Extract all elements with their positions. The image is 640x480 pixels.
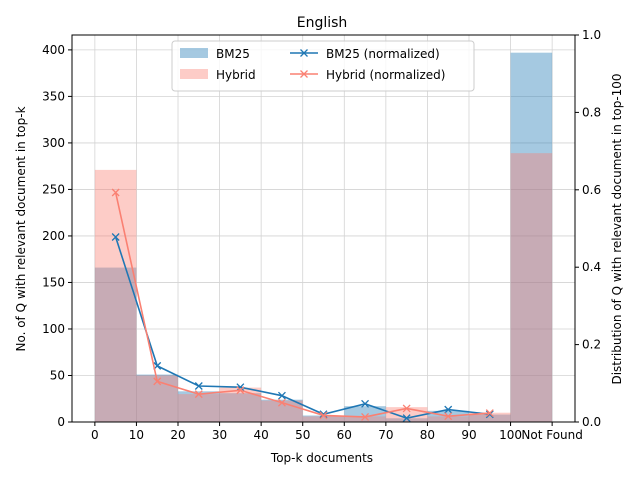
y2-tick-label: 0.2 <box>582 338 601 352</box>
bar-hybrid <box>510 153 553 422</box>
point-hybrid-normalized <box>444 412 453 421</box>
bar-hybrid <box>302 416 345 422</box>
bar-hybrid <box>219 387 262 422</box>
x-tick-label: 70 <box>378 428 393 442</box>
legend-label-bm25-normalized: BM25 (normalized) <box>326 47 440 61</box>
point-bm25-normalized <box>111 233 120 241</box>
x-axis-label: Top-k documents <box>270 451 373 465</box>
bar-bm25 <box>385 418 428 422</box>
y2-tick-label: 0.0 <box>582 415 601 429</box>
grid <box>72 35 575 423</box>
bar-hybrid <box>427 416 469 422</box>
x-tick-label: Not Found <box>521 428 582 442</box>
point-bm25-normalized <box>485 410 494 419</box>
point-bm25-normalized <box>319 410 328 419</box>
y2-axis-label: Distribution of Q with relevant document… <box>610 73 624 384</box>
bar-bm25 <box>344 406 386 422</box>
bar-bm25 <box>136 374 179 422</box>
point-bm25-normalized <box>444 405 453 414</box>
bar-bm25 <box>94 267 137 422</box>
point-bm25-normalized <box>194 382 203 390</box>
x-tick-label: 30 <box>212 428 227 442</box>
point-bm25-normalized <box>361 399 370 408</box>
point-hybrid-normalized <box>319 411 328 420</box>
y-tick-label: 250 <box>42 182 65 196</box>
y-tick-label: 150 <box>42 275 65 289</box>
point-hybrid-normalized <box>194 390 203 399</box>
x-axis: 0 10 20 30 40 50 60 70 80 90 100 Not Found <box>91 422 583 442</box>
bar-bm25 <box>302 415 345 422</box>
point-hybrid-normalized <box>153 377 162 386</box>
bar-bm25 <box>178 391 220 422</box>
legend: BM25 Hybrid BM25 (normalized) Hybrid (norma… <box>171 40 475 92</box>
x-tick-label: 60 <box>337 428 352 442</box>
y-tick-label: 200 <box>42 229 65 243</box>
y2-tick-label: 1.0 <box>582 28 601 42</box>
bar-bm25 <box>219 393 262 422</box>
y2-tick-label: 0.6 <box>582 183 601 197</box>
x-tick-label: 40 <box>254 428 269 442</box>
point-hybrid-normalized <box>236 386 245 395</box>
point-hybrid-normalized <box>402 404 411 413</box>
y2-tick-label: 0.8 <box>582 105 601 119</box>
legend-swatch-bm25 <box>180 48 208 58</box>
legend-label-bm25: BM25 <box>216 47 250 61</box>
bar-hybrid <box>94 169 137 422</box>
line-hybrid-normalized <box>114 192 490 418</box>
x-tick-label: 10 <box>129 428 144 442</box>
legend-label-hybrid: Hybrid <box>216 68 256 82</box>
x-tick-label: 100 <box>499 428 522 442</box>
plot-frame <box>71 34 576 423</box>
y-tick-label: 400 <box>42 43 65 57</box>
point-bm25-normalized <box>277 391 286 400</box>
y-tick-label: 100 <box>42 322 65 336</box>
bar-bm25 <box>510 52 553 423</box>
legend-swatch-hybrid <box>180 69 208 79</box>
bar-hybrid <box>136 375 179 422</box>
y-axis-right: 0.0 0.2 0.4 0.6 0.8 1.0 <box>575 28 601 429</box>
bars <box>94 52 553 423</box>
bar-bm25 <box>468 414 511 422</box>
x-tick-label: 0 <box>91 428 99 442</box>
bar-hybrid <box>468 412 511 422</box>
y-tick-label: 50 <box>50 368 65 382</box>
y-tick-label: 350 <box>42 89 65 103</box>
lines <box>111 188 494 423</box>
y-axis-left: 0 50 100 150 200 250 300 350 400 <box>42 43 72 429</box>
point-hybrid-normalized <box>111 188 120 197</box>
y-tick-label: 0 <box>57 415 65 429</box>
point-bm25-normalized <box>236 383 245 392</box>
legend-box <box>171 40 475 92</box>
bar-hybrid <box>261 400 303 422</box>
line-bm25-normalized <box>114 236 490 419</box>
point-hybrid-normalized <box>361 413 370 421</box>
point-hybrid-normalized <box>277 398 286 407</box>
legend-marker-bm25-normalized <box>300 49 308 57</box>
y-axis-label: No. of Q with relevant document in top-k <box>14 106 28 351</box>
point-bm25-normalized <box>402 414 411 423</box>
y-tick-label: 300 <box>42 136 65 150</box>
bar-hybrid <box>178 394 220 422</box>
x-tick-label: 80 <box>420 428 435 442</box>
point-hybrid-normalized <box>485 409 494 418</box>
x-tick-label: 20 <box>170 428 185 442</box>
x-tick-label: 50 <box>295 428 310 442</box>
legend-marker-hybrid-normalized <box>300 70 308 78</box>
legend-label-hybrid-normalized: Hybrid (normalized) <box>326 68 445 82</box>
y2-tick-label: 0.4 <box>582 260 601 274</box>
chart-title: English <box>297 15 348 31</box>
x-tick-label: 90 <box>461 428 476 442</box>
bar-hybrid <box>344 416 386 422</box>
